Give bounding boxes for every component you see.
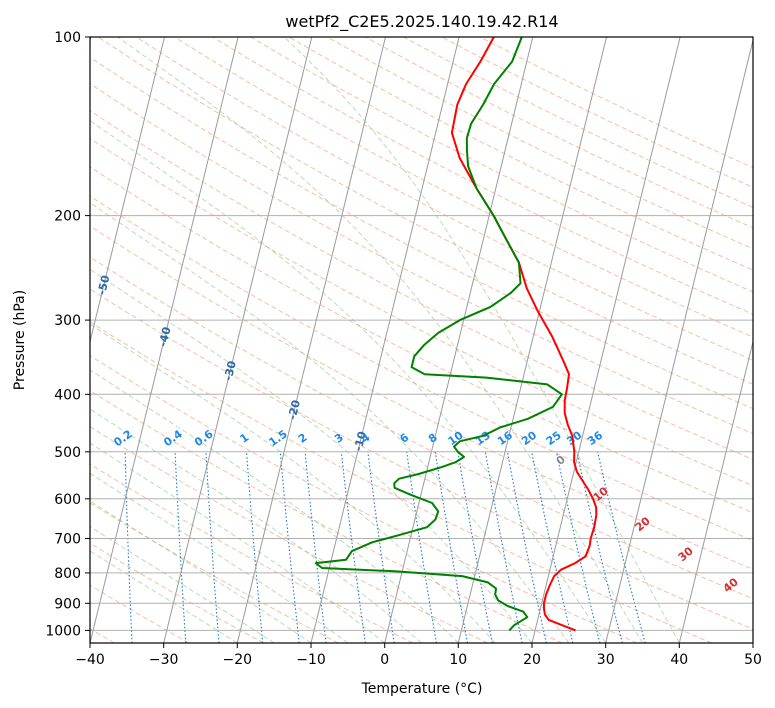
x-tick-label: −40 (75, 652, 105, 668)
mixing-ratio-line (340, 451, 366, 643)
background-lines (90, 37, 753, 643)
dry-adiabat-line (90, 288, 753, 630)
mixing-ratio-line (205, 451, 220, 643)
x-tick-label: 10 (449, 652, 467, 668)
isotherm-line (457, 37, 607, 643)
dry-adiabat-line (90, 166, 753, 514)
y-tick-label: 200 (54, 209, 81, 225)
x-tick-label: 20 (523, 652, 541, 668)
y-tick-label: 800 (54, 566, 81, 582)
y-tick-label: 600 (54, 492, 81, 508)
isotherm-line (236, 37, 386, 643)
x-tick-label: 40 (670, 652, 688, 668)
x-tick-label: 0 (380, 652, 389, 668)
moist-adiabat-line (116, 37, 643, 643)
dry-adiabat-line (174, 37, 753, 338)
dry-adiabat-line (90, 321, 712, 643)
mixing-ratio-line (576, 451, 623, 643)
isotherm-label: -40 (156, 325, 173, 348)
y-tick-label: 900 (54, 596, 81, 612)
mixing-ratio-line (279, 451, 300, 643)
mixing-ratio-line (246, 451, 264, 643)
y-tick-label: 1000 (45, 623, 81, 639)
dry-adiabat-line (250, 37, 753, 293)
y-tick-label: 700 (54, 532, 81, 548)
isotherm-label: -50 (95, 274, 112, 297)
chart-title: wetPf2_C2E5.2025.140.19.42.R14 (285, 12, 558, 32)
moist-adiabat-line (90, 120, 607, 643)
mixing-ratio-line (555, 451, 601, 643)
x-tick-label: −30 (149, 652, 179, 668)
moist-adiabat-line (90, 323, 496, 643)
y-tick-label: 100 (54, 30, 81, 46)
plot-frame (89, 36, 754, 644)
dry-adiabat-line (212, 37, 753, 315)
dry-adiabat-line (90, 83, 753, 435)
dry-adiabat-line (90, 110, 753, 461)
dry-adiabat-line (90, 137, 753, 487)
x-tick-label: −20 (223, 652, 253, 668)
isotherm-label: -10 (352, 430, 369, 453)
x-tick-label: −10 (296, 652, 326, 668)
y-tick-label: 500 (54, 445, 81, 461)
dry-adiabat-line (90, 195, 753, 542)
x-axis-label: Temperature (°C) (361, 681, 483, 697)
y-tick-label: 300 (54, 313, 81, 329)
dry-adiabat-line (90, 584, 190, 643)
isotherm-line (163, 37, 313, 643)
profile-series (314, 37, 598, 632)
dry-adiabat-line (90, 390, 563, 643)
mixing-ratio-line (124, 451, 133, 643)
x-tick-label: 30 (597, 652, 615, 668)
isotherm-line (605, 38, 753, 643)
x-tick-label: 50 (744, 652, 762, 668)
mixing-ratio-line (174, 451, 187, 643)
isotherm-line (531, 37, 681, 643)
moist-adiabat-line (90, 472, 349, 643)
mixing-ratio-line (367, 451, 395, 643)
dry-adiabat-line (90, 256, 753, 600)
moist-adiabat-line (90, 202, 570, 643)
isotherm-label: -20 (286, 398, 303, 421)
mixing-ratio-line (597, 451, 646, 643)
y-tick-label: 400 (54, 387, 81, 403)
isotherm-line (310, 37, 460, 643)
moist-adiabat-line (90, 408, 422, 643)
y-axis-label: Pressure (hPa) (12, 290, 28, 390)
isotherm-label: -30 (222, 359, 239, 382)
isotherm-line (384, 37, 534, 643)
dry-adiabat-line (90, 355, 638, 643)
moist-adiabat-line (90, 442, 385, 643)
isotherm-line (90, 37, 239, 643)
dry-adiabat-line (90, 502, 339, 643)
isotherm-line (678, 339, 753, 643)
axis-ticks: −40 −30 −20 −10 0 10 20 30 40 50 100 200 300 400 500 60… (45, 30, 762, 668)
dewpoint-profile (314, 37, 563, 632)
moist-adiabat-line (283, 37, 680, 643)
